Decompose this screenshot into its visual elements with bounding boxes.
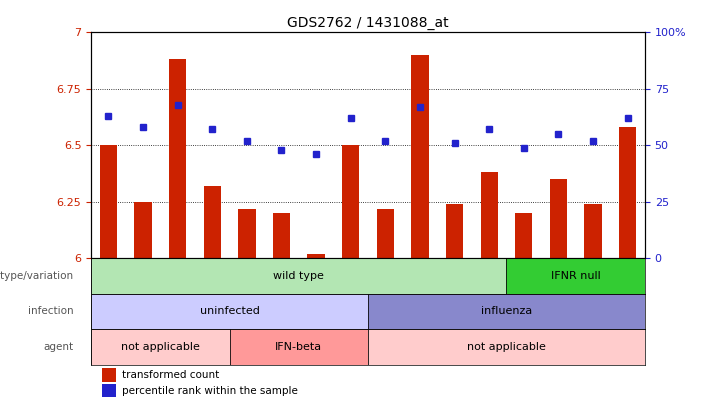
Bar bbox=[102, 368, 116, 382]
Bar bbox=[342, 145, 360, 258]
Text: IFN-beta: IFN-beta bbox=[275, 342, 322, 352]
Text: agent: agent bbox=[43, 342, 74, 352]
Bar bbox=[91, 294, 368, 329]
Title: GDS2762 / 1431088_at: GDS2762 / 1431088_at bbox=[287, 16, 449, 30]
Bar bbox=[230, 329, 368, 364]
Bar bbox=[550, 179, 567, 258]
Bar bbox=[368, 329, 645, 364]
Bar bbox=[446, 204, 463, 258]
Text: genotype/variation: genotype/variation bbox=[0, 271, 74, 281]
Bar bbox=[308, 254, 325, 258]
Bar bbox=[238, 209, 256, 258]
Bar bbox=[411, 55, 428, 258]
Text: influenza: influenza bbox=[481, 307, 532, 316]
Text: wild type: wild type bbox=[273, 271, 325, 281]
Bar bbox=[368, 294, 645, 329]
Bar bbox=[507, 258, 645, 294]
Bar bbox=[91, 329, 230, 364]
Text: not applicable: not applicable bbox=[467, 342, 546, 352]
Text: uninfected: uninfected bbox=[200, 307, 259, 316]
Text: IFNR null: IFNR null bbox=[551, 271, 601, 281]
Text: infection: infection bbox=[28, 307, 74, 316]
Bar bbox=[585, 204, 601, 258]
Bar bbox=[480, 173, 498, 258]
Text: transformed count: transformed count bbox=[121, 370, 219, 380]
Bar bbox=[91, 258, 507, 294]
Bar bbox=[619, 127, 637, 258]
Bar bbox=[203, 186, 221, 258]
Bar bbox=[169, 60, 186, 258]
Text: not applicable: not applicable bbox=[121, 342, 200, 352]
Bar bbox=[376, 209, 394, 258]
Bar bbox=[515, 213, 533, 258]
Bar bbox=[273, 213, 290, 258]
Bar bbox=[135, 202, 151, 258]
Bar bbox=[100, 145, 117, 258]
Text: percentile rank within the sample: percentile rank within the sample bbox=[121, 386, 297, 396]
Bar bbox=[102, 384, 116, 399]
